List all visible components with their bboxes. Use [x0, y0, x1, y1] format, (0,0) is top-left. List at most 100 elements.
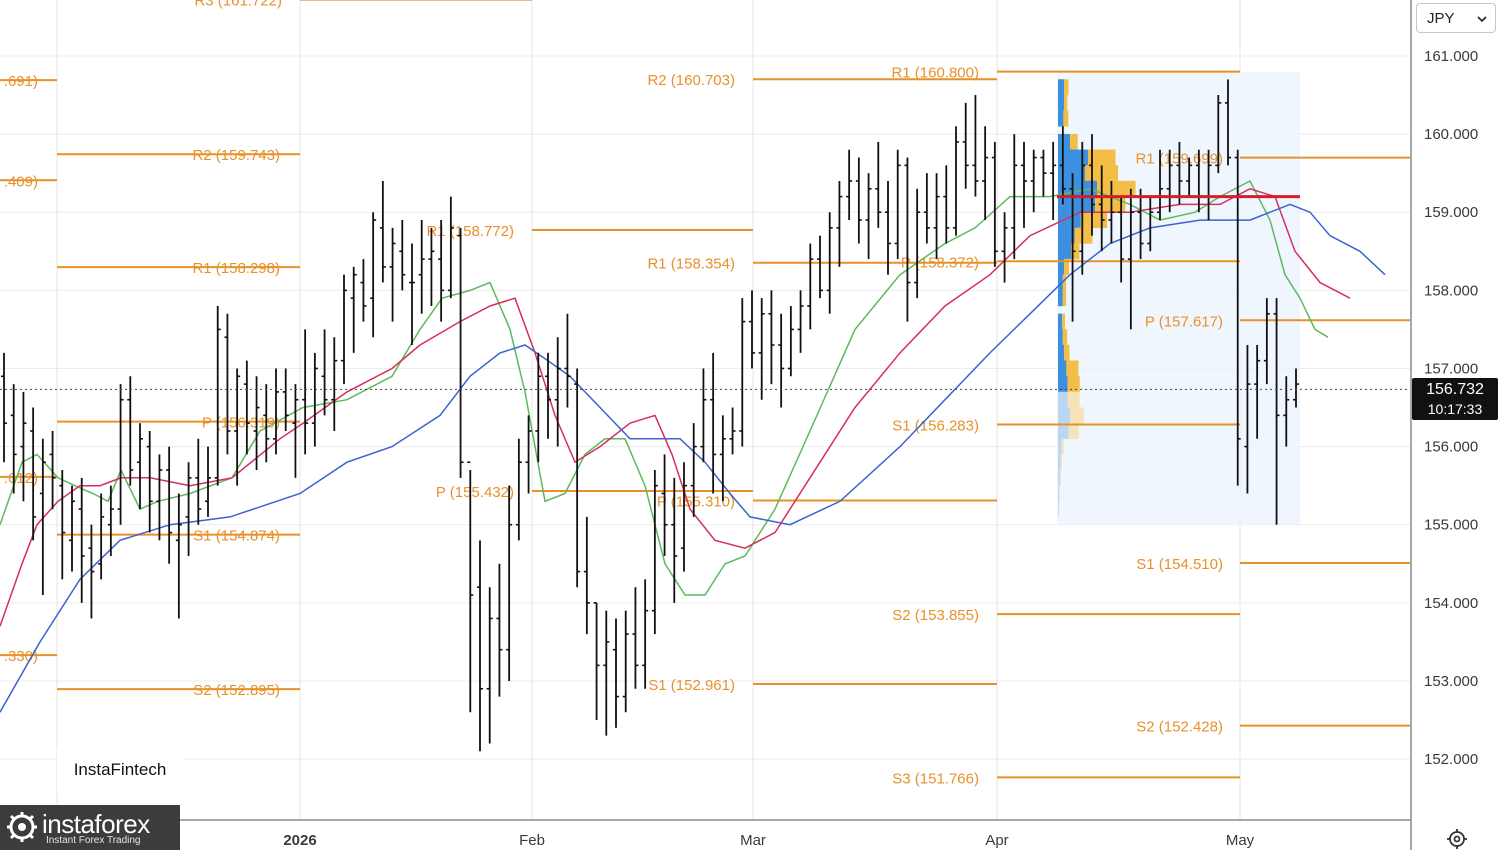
logo-tagline: Instant Forex Trading: [46, 835, 141, 846]
pivot-label: S2 (153.855): [892, 607, 979, 624]
ohlc-bar: [943, 165, 950, 244]
ohlc-bar: [1244, 345, 1251, 494]
price-tick-label: 152.000: [1424, 751, 1478, 768]
ohlc-bar: [486, 587, 493, 744]
logo-gear-icon: [7, 812, 37, 842]
ohlc-bar: [758, 298, 765, 400]
price-tick-label: 158.000: [1424, 282, 1478, 299]
currency-select-value: JPY: [1427, 9, 1455, 27]
ohlc-bar: [175, 493, 182, 619]
ohlc-bar: [457, 227, 464, 478]
ohlc-bar: [1234, 149, 1241, 486]
logo-name: instaforex: [42, 809, 150, 839]
ohlc-bar: [1157, 149, 1163, 221]
pivot-label: R1 (158.298): [192, 260, 280, 277]
ohlc-bar: [467, 461, 474, 713]
volume-row-sell: [1063, 110, 1069, 127]
pivot-label: R1 (160.800): [891, 65, 979, 82]
volume-row-sell: [1097, 180, 1136, 197]
ohlc-bar: [1263, 298, 1270, 385]
volume-row-sell: [1062, 290, 1067, 307]
ohlc-bar: [1011, 134, 1018, 260]
ohlc-bar: [117, 384, 124, 525]
volume-row-buy: [1058, 407, 1070, 424]
ohlc-bar: [1108, 180, 1115, 244]
ohlc-bar: [1059, 126, 1066, 205]
ohlc-bar: [593, 602, 600, 721]
ohlc-bar: [156, 454, 163, 541]
ohlc-bar: [1215, 95, 1222, 174]
ohlc-bar: [321, 329, 328, 416]
ohlc-bar: [185, 462, 192, 556]
ohlc-bar: [622, 610, 629, 713]
ohlc-bar: [749, 290, 755, 369]
ohlc-bar: [1127, 188, 1134, 330]
chevron-down-icon: [1477, 10, 1487, 27]
ohlc-bar: [282, 368, 289, 431]
current-price-value: 156.732: [1426, 381, 1484, 398]
price-axis[interactable]: 161.000 160.000 159.000 158.000 157.000 156.0…: [0, 0, 1478, 850]
price-tick-label: 155.000: [1424, 517, 1478, 534]
ohlc-bar: [885, 180, 891, 275]
volume-row-sell: [1066, 360, 1079, 377]
ohlc-bar: [379, 180, 386, 283]
volume-row-buy: [1058, 501, 1059, 518]
volume-row-buy: [1058, 290, 1063, 307]
ohlc-bar: [370, 212, 377, 338]
ohlc-bar: [613, 618, 619, 728]
ohlc-bar: [360, 259, 367, 322]
ohlc-bar: [447, 196, 454, 299]
ohlc-bar: [69, 485, 75, 572]
ohlc-bar: [787, 305, 794, 377]
ohlc-bar: [700, 368, 707, 463]
ohlc-bar: [1137, 188, 1144, 260]
volume-row-buy: [1058, 165, 1085, 182]
chart-brand-watermark: InstaFintech: [57, 748, 183, 792]
ohlc-bar: [1186, 157, 1193, 197]
ohlc-bar: [1040, 149, 1047, 197]
time-label: Mar: [740, 832, 766, 849]
ohlc-bar: [661, 454, 668, 556]
ohlc-bar: [690, 423, 697, 517]
ohlc-bar: [1254, 345, 1261, 439]
ma-blue-line: [0, 203, 1386, 713]
ohlc-bar: [253, 376, 260, 471]
ohlc-bar: [1166, 149, 1173, 213]
ohlc-bar: [438, 220, 445, 322]
ohlc-bar: [88, 524, 95, 619]
ohlc-bar: [409, 243, 415, 346]
volume-row-sell: [1064, 79, 1069, 96]
ohlc-bar: [1089, 134, 1095, 236]
ohlc-bar: [681, 462, 687, 572]
pivot-label: S1 (154.874): [193, 528, 280, 545]
pivot-label: S1 (156.283): [892, 417, 979, 434]
ohlc-bar: [875, 141, 882, 228]
ohlc-bar: [1050, 141, 1057, 221]
ohlc-bar: [98, 493, 105, 580]
ohlc-bar: [418, 220, 425, 314]
ohlc-bar: [195, 438, 202, 525]
price-tick-label: 157.000: [1424, 360, 1478, 377]
time-axis[interactable]: 2026 Feb Mar Apr May: [0, 819, 1411, 849]
ohlc-bar: [719, 415, 726, 502]
volume-row-buy: [1058, 454, 1061, 471]
ohlc-bar: [962, 102, 969, 189]
volume-row-sell: [1062, 313, 1065, 330]
price-tick-label: 153.000: [1424, 673, 1478, 690]
volume-row-sell: [1064, 94, 1068, 111]
volume-row-buy: [1058, 391, 1068, 408]
ohlc-bar: [846, 149, 853, 221]
price-tick-label: 161.000: [1424, 48, 1478, 65]
pivot-label: S1 (152.961): [648, 677, 735, 694]
ohlc-bar: [20, 391, 27, 502]
ohlc-bar: [855, 157, 862, 244]
ohlc-bar: [778, 313, 785, 408]
settings-icon[interactable]: [1446, 828, 1468, 850]
time-label: Apr: [985, 832, 1008, 849]
ohlc-bar: [564, 313, 571, 408]
volume-row-sell: [1060, 454, 1063, 471]
currency-select[interactable]: JPY: [1416, 3, 1496, 33]
ohlc-bar: [972, 95, 979, 197]
volume-row-buy: [1058, 329, 1063, 346]
